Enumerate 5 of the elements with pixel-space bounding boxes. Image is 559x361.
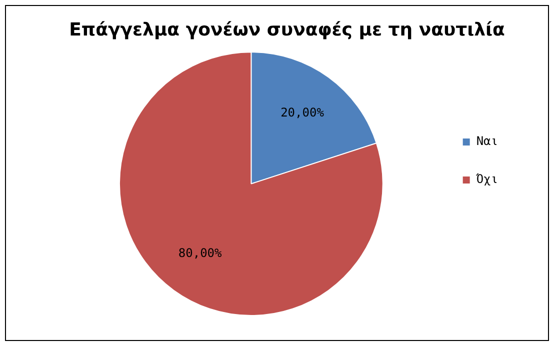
data-label: 20,00% [280, 106, 325, 120]
legend-label: Ναι [476, 134, 498, 148]
chart-title: Επάγγελμα γονέων συναφές με τη ναυτιλία [69, 19, 505, 40]
legend-label: Όχι [475, 172, 498, 186]
data-label: 80,00% [178, 246, 223, 260]
